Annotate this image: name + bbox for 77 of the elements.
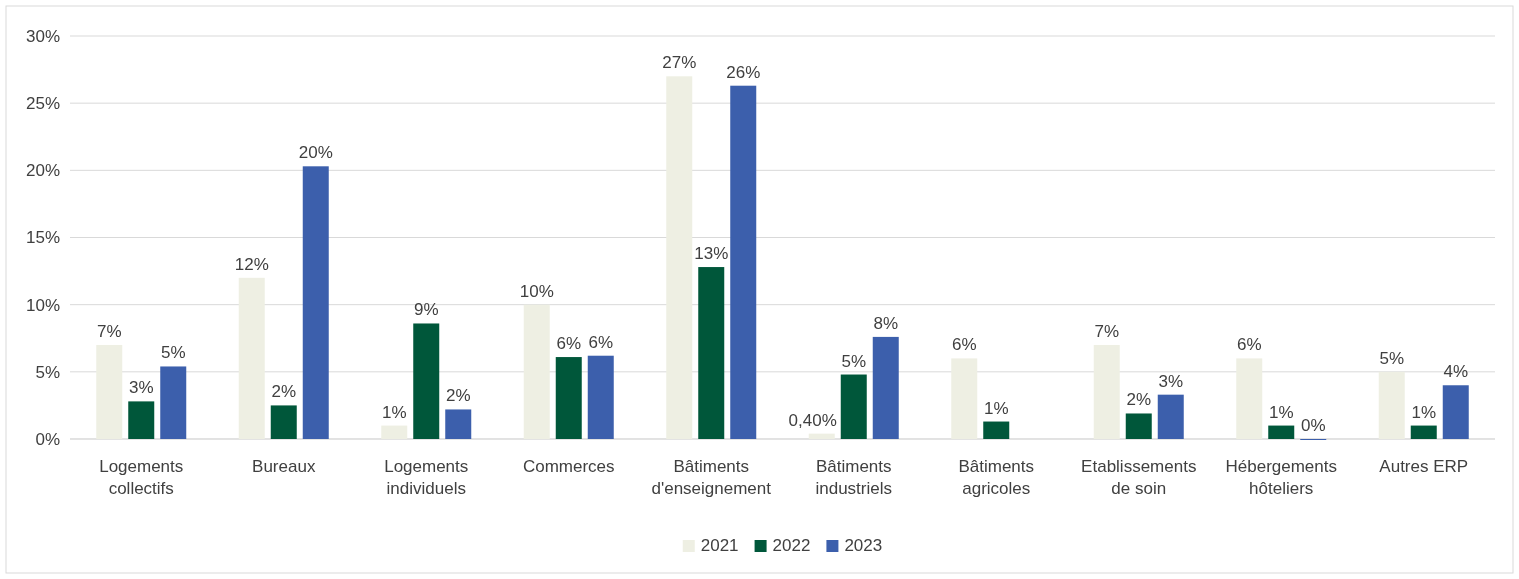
bar <box>587 355 614 439</box>
y-tick-label: 0% <box>35 429 60 449</box>
bar <box>1093 344 1120 439</box>
legend-label: 2021 <box>700 536 739 555</box>
x-tick-label: Autres ERP <box>1379 457 1469 476</box>
y-tick-label: 20% <box>25 161 60 181</box>
data-label: 2% <box>271 382 297 402</box>
x-tick-label: Commerces <box>522 457 615 476</box>
data-label: 26% <box>726 62 761 82</box>
x-tick-label: Hébergements hôteliers <box>1225 457 1338 499</box>
data-label: 1% <box>1411 402 1437 422</box>
bar <box>270 405 297 439</box>
data-label: 12% <box>234 254 269 274</box>
bar <box>128 401 155 439</box>
bar <box>840 374 867 439</box>
bar <box>523 304 550 439</box>
bar <box>413 323 440 439</box>
data-label: 10% <box>519 281 554 301</box>
y-tick-label: 30% <box>25 26 60 46</box>
y-tick-label: 25% <box>25 94 60 114</box>
x-tick-label: Etablissements de soin <box>1081 457 1197 499</box>
data-label: 2% <box>1126 390 1152 410</box>
bar <box>1410 425 1437 439</box>
data-label: 0,40% <box>788 410 837 430</box>
bar <box>808 433 835 439</box>
bar <box>951 358 978 439</box>
y-tick-label: 15% <box>25 228 60 248</box>
data-label: 9% <box>413 300 439 320</box>
bar <box>1268 425 1295 439</box>
bar <box>1125 413 1152 439</box>
legend-label: 2022 <box>772 536 811 555</box>
bar <box>983 421 1010 439</box>
data-label: 2% <box>445 386 471 406</box>
bar <box>555 357 582 439</box>
data-label: 5% <box>841 351 867 371</box>
data-label: 5% <box>1379 348 1405 368</box>
bar <box>381 425 408 439</box>
y-tick-label: 10% <box>25 295 60 315</box>
x-tick-label: Bâtiments d'enseignement <box>651 457 772 499</box>
data-label: 7% <box>1094 321 1120 341</box>
y-tick-label: 5% <box>35 362 60 382</box>
data-label: 13% <box>694 244 729 264</box>
bar <box>872 336 899 439</box>
bar <box>1157 394 1184 439</box>
data-label: 3% <box>128 378 154 398</box>
bar <box>302 166 329 439</box>
data-label: 27% <box>662 53 697 73</box>
data-label: 1% <box>1268 402 1294 422</box>
bar <box>96 344 123 439</box>
data-label: 8% <box>873 313 899 333</box>
bar <box>1378 371 1405 439</box>
data-label: 5% <box>160 343 186 363</box>
data-label: 6% <box>1236 335 1262 355</box>
x-tick-label: Logements individuels <box>384 457 469 499</box>
data-label: 4% <box>1443 362 1469 382</box>
data-label: 20% <box>298 143 333 163</box>
bar <box>238 277 265 439</box>
x-tick-label: Bâtiments industriels <box>815 457 893 499</box>
bar <box>730 85 757 439</box>
data-label: 1% <box>381 402 407 422</box>
bar <box>1236 358 1263 439</box>
data-label: 7% <box>96 321 122 341</box>
data-label: 6% <box>588 332 614 352</box>
legend-label: 2023 <box>844 536 883 555</box>
x-tick-label: Bâtiments agricoles <box>958 457 1035 499</box>
data-label: 6% <box>556 334 582 354</box>
bar <box>445 409 472 439</box>
bar <box>666 76 693 439</box>
x-tick-label: Logements collectifs <box>99 457 184 499</box>
data-label: 0% <box>1300 416 1326 435</box>
data-label: 3% <box>1158 371 1184 391</box>
x-tick-label: Bureaux <box>252 457 316 476</box>
bar <box>1442 385 1469 439</box>
data-label: 6% <box>951 335 977 355</box>
data-label: 1% <box>983 398 1009 418</box>
bar <box>160 366 187 439</box>
bar <box>698 267 725 439</box>
